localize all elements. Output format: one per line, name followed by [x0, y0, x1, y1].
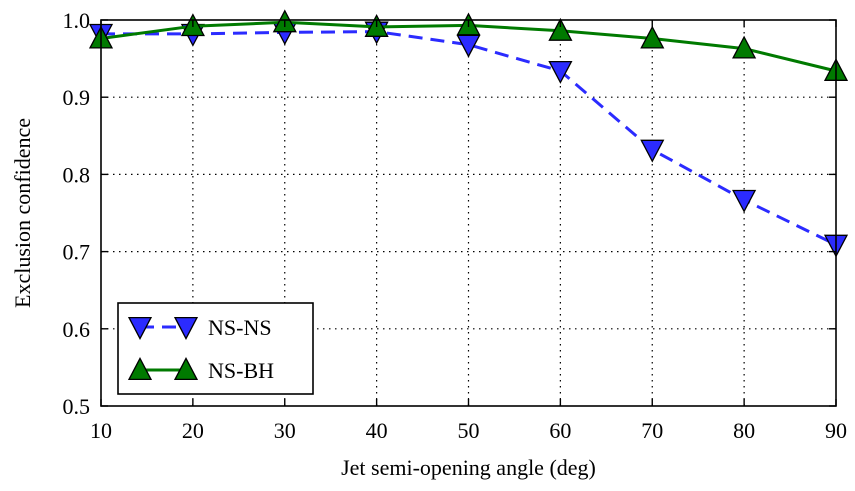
x-tick-label: 50	[458, 418, 480, 443]
y-tick-label: 0.8	[63, 162, 91, 187]
legend-label: NS-NS	[208, 315, 272, 340]
x-tick-label: 30	[274, 418, 296, 443]
grid-layer	[101, 20, 836, 406]
data-point-marker	[640, 25, 665, 49]
y-tick-label: 0.6	[63, 317, 91, 342]
legend: NS-NS NS-BH	[117, 302, 314, 395]
legend-entries: NS-NS NS-BH	[127, 315, 274, 383]
data-point-marker	[640, 139, 665, 163]
data-point-marker	[548, 17, 573, 41]
y-tick-label: 1.0	[63, 8, 91, 33]
legend-label: NS-BH	[208, 358, 274, 383]
x-tick-label: 40	[366, 418, 388, 443]
legend-marker	[127, 356, 153, 381]
x-tick-label: 90	[825, 418, 847, 443]
legend-marker	[127, 316, 153, 341]
x-tick-label: 80	[733, 418, 755, 443]
y-tick-label: 0.9	[63, 85, 91, 110]
y-tick-label: 0.5	[63, 394, 91, 419]
x-tick-label: 60	[549, 418, 571, 443]
tick-layer	[100, 19, 837, 407]
series-line	[101, 30, 837, 247]
tick-label-layer: 10 20 30 40 50 60 70 80 90 0.5 0.6 0.7 0.8 0.9 1.0	[63, 8, 848, 443]
x-axis-title: Jet semi-opening angle (deg)	[341, 455, 596, 480]
data-point-marker	[732, 35, 757, 59]
legend-entry: NS-BH	[127, 356, 274, 383]
x-tick-label: 10	[90, 418, 112, 443]
legend-entry: NS-NS	[127, 315, 272, 341]
y-tick-label: 0.7	[63, 240, 91, 265]
x-tick-label: 20	[182, 418, 204, 443]
legend-marker	[173, 356, 199, 381]
x-tick-label: 70	[641, 418, 663, 443]
y-axis-title: Exclusion confidence	[10, 118, 35, 308]
data-point-marker	[732, 189, 757, 213]
data-point-marker	[548, 60, 573, 84]
legend-marker	[173, 316, 199, 341]
